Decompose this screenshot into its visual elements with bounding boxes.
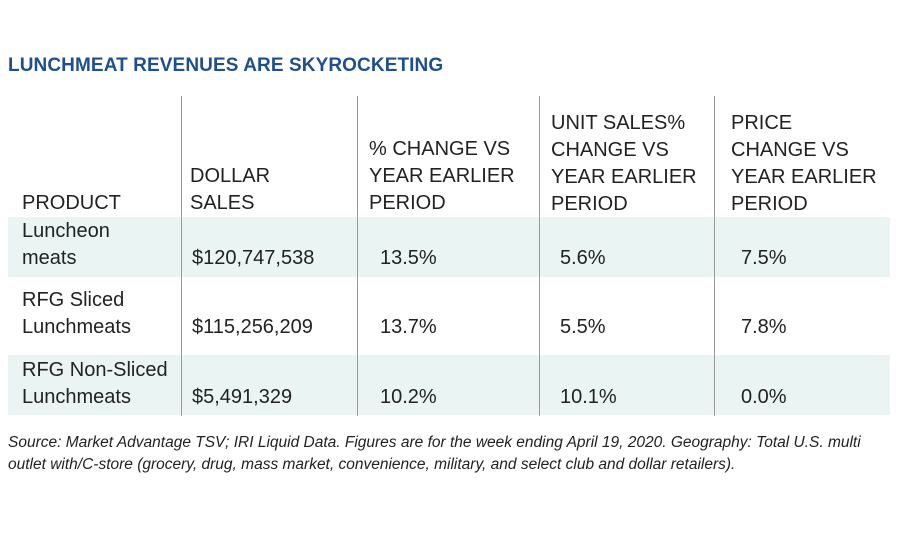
column-divider	[357, 96, 358, 416]
header-product: PRODUCT	[22, 192, 121, 214]
row-3-product-line-1: RFG Non-Sliced	[22, 359, 168, 381]
row-1-dollar-sales: $120,747,538	[192, 247, 315, 269]
page-title: LUNCHMEAT REVENUES ARE SKYROCKETING	[8, 55, 444, 76]
row-3-dollar-sales: $5,491,329	[192, 386, 293, 408]
source-note: Source: Market Advantage TSV; IRI Liquid…	[8, 434, 861, 473]
row-band-1	[8, 217, 890, 277]
column-divider	[539, 96, 540, 416]
row-2-price-change: 7.8%	[741, 316, 787, 338]
row-1-product-line-1: Luncheon	[22, 220, 110, 242]
header-dollar-sales: DOLLAR SALES	[190, 165, 271, 214]
row-1-pct-change: 13.5%	[380, 247, 437, 269]
header-pct-change: % CHANGE VS YEAR EARLIER PERIOD	[369, 138, 515, 214]
row-2-pct-change: 13.7%	[380, 316, 437, 338]
row-2-product-line-2: Lunchmeats	[22, 316, 131, 338]
row-2-unit-change: 5.5%	[560, 316, 606, 338]
row-band-3	[8, 355, 890, 415]
row-2-dollar-sales: $115,256,209	[192, 316, 313, 338]
row-1-product-line-2: meats	[22, 247, 77, 269]
header-unit-change: UNIT SALES% CHANGE VS YEAR EARLIER PERIO…	[551, 112, 697, 215]
row-3-price-change: 0.0%	[741, 386, 787, 408]
column-divider	[714, 96, 715, 416]
row-2-product-line-1: RFG Sliced	[22, 289, 125, 311]
column-divider	[181, 96, 182, 416]
row-1-price-change: 7.5%	[741, 247, 787, 269]
row-3-product-line-2: Lunchmeats	[22, 386, 131, 408]
data-table: PRODUCT DOLLAR SALES % CHANGE VS YEAR EA…	[8, 96, 890, 416]
row-3-pct-change: 10.2%	[380, 386, 437, 408]
header-price-change: PRICE CHANGE VS YEAR EARLIER PERIOD	[731, 112, 877, 215]
row-3-unit-change: 10.1%	[560, 386, 617, 408]
row-1-unit-change: 5.6%	[560, 247, 606, 269]
